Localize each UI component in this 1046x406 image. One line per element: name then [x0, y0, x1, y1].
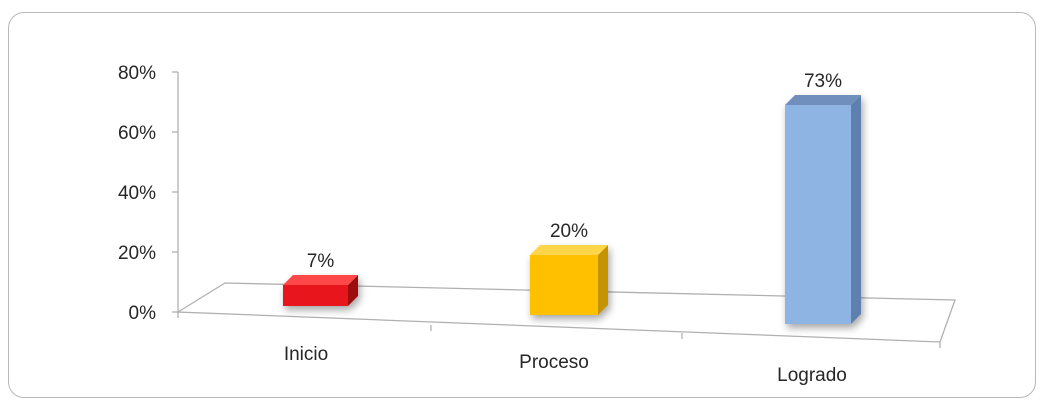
data-label: 73% — [804, 71, 842, 92]
category-label: Proceso — [519, 352, 589, 373]
chart-floor — [175, 282, 956, 343]
bar-side — [348, 275, 358, 306]
bar-top — [785, 95, 861, 105]
bar-proceso — [530, 245, 608, 315]
bar-front — [530, 255, 598, 315]
category-label: Logrado — [777, 365, 847, 386]
y-tick-label: 20% — [118, 243, 156, 264]
bar-front — [785, 105, 851, 324]
bar-side — [598, 245, 608, 315]
y-tick-label: 0% — [129, 303, 157, 324]
y-tick-label: 60% — [118, 123, 156, 144]
bar-inicio — [283, 275, 358, 306]
data-label: 20% — [550, 221, 588, 242]
bar-top — [283, 275, 358, 285]
y-tick-label: 80% — [118, 63, 156, 84]
bar-side — [851, 95, 861, 324]
chart-frame — [8, 12, 1036, 398]
y-tick-label: 40% — [118, 183, 156, 204]
category-label: Inicio — [284, 344, 328, 365]
data-label: 7% — [307, 251, 335, 272]
bar-front — [283, 285, 348, 306]
bar-logrado — [785, 95, 861, 324]
bar-top — [530, 245, 608, 255]
